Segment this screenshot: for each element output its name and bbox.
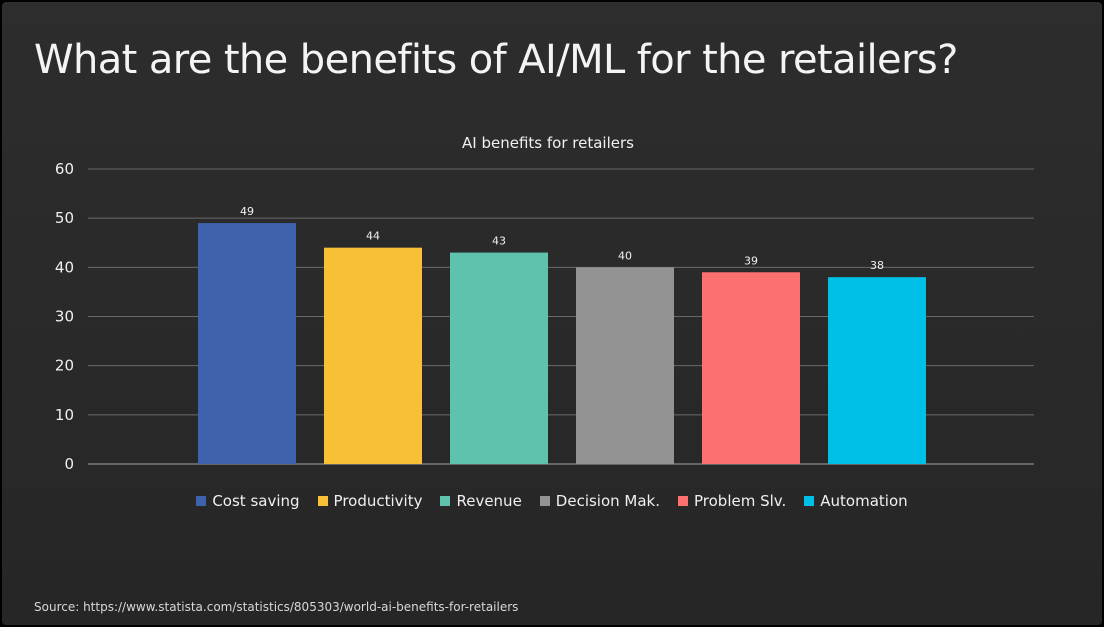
slide-title: What are the benefits of AI/ML for the r…	[34, 37, 958, 83]
y-tick-label: 40	[55, 258, 74, 276]
legend-item: Productivity	[317, 492, 423, 510]
y-axis-ticks: 0 10 20 30 40 50 60	[55, 160, 74, 473]
legend-label: Decision Mak.	[555, 492, 661, 510]
bar-data-label: 38	[870, 259, 884, 272]
bar-data-label: 40	[618, 249, 632, 262]
chart-title: AI benefits for retailers	[462, 134, 634, 152]
y-tick-label: 0	[64, 455, 74, 473]
bar-data-label: 39	[744, 254, 758, 267]
y-tick-label: 20	[55, 357, 74, 375]
legend-item: Problem Slv.	[678, 492, 786, 510]
bar-data-label: 44	[366, 230, 380, 243]
legend-label: Revenue	[456, 492, 522, 510]
data-labels: 49 44 43 40 39 38	[240, 205, 884, 272]
legend-swatch	[539, 496, 550, 506]
bar-data-label: 49	[240, 205, 254, 218]
bar-decision-mak	[576, 267, 674, 464]
bar-chart: AI benefits for retailers 0102030405060 …	[55, 134, 1034, 473]
legend-label: Problem Slv.	[694, 492, 787, 510]
legend-label: Productivity	[333, 492, 423, 510]
legend-item: Revenue	[440, 492, 522, 510]
legend-swatch	[317, 496, 328, 506]
y-tick-label: 50	[55, 209, 74, 227]
legend-swatch	[440, 496, 451, 506]
y-tick-label: 10	[55, 406, 74, 424]
chart-legend: Cost saving Productivity Revenue Decision M…	[2, 492, 1102, 510]
source-note: Source: https://www.statista.com/statist…	[34, 600, 519, 614]
legend-swatch	[196, 496, 207, 506]
bar-automation	[828, 277, 926, 464]
bars	[198, 223, 926, 464]
bar-productivity	[324, 247, 422, 464]
legend-label: Cost saving	[212, 492, 300, 510]
y-tick-label: 30	[55, 308, 74, 326]
legend-label: Automation	[820, 492, 908, 510]
legend-swatch	[678, 496, 689, 506]
legend-item: Cost saving	[196, 492, 300, 510]
bar-problem-slv	[702, 272, 800, 464]
y-tick-label: 60	[55, 160, 74, 178]
bar-revenue	[450, 252, 548, 464]
legend-swatch	[804, 496, 815, 506]
bar-cost-saving	[198, 223, 296, 464]
legend-item: Automation	[804, 492, 908, 510]
legend-item: Decision Mak.	[539, 492, 661, 510]
bar-data-label: 43	[492, 235, 506, 248]
